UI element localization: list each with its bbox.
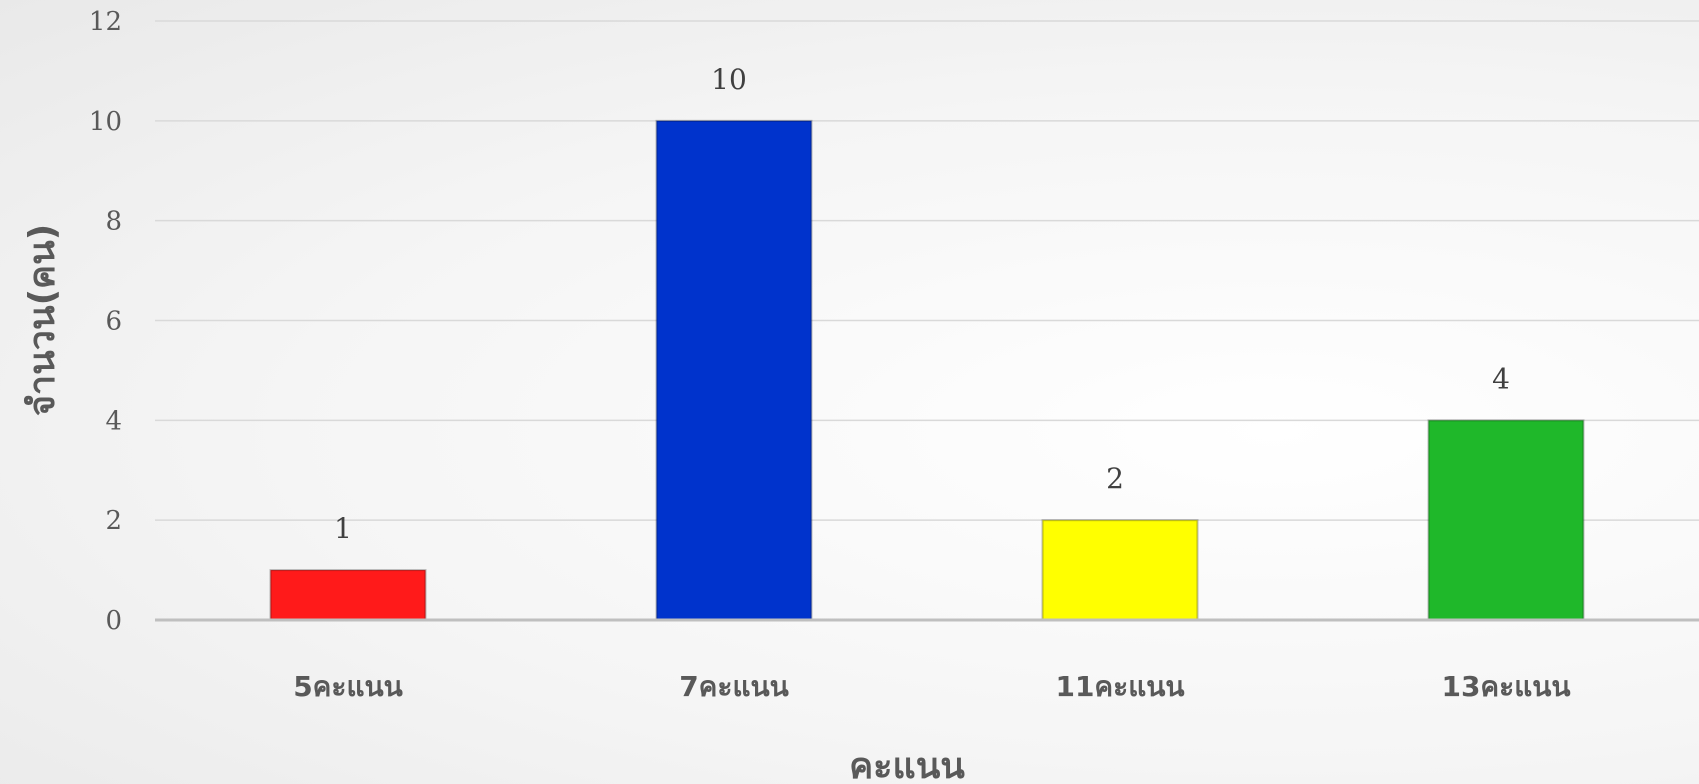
x-axis-categories: 5คะแนน 7คะแนน 11คะแนน 13คะแนน [293, 670, 1570, 703]
y-tick-label: 10 [89, 107, 122, 137]
y-tick-label: 2 [105, 506, 122, 536]
x-category-label: 11คะแนน [1055, 670, 1184, 703]
y-axis-title: จำนวน(คน) [22, 224, 63, 416]
x-category-label: 5คะแนน [293, 670, 403, 703]
x-category-label: 7คะแนน [679, 670, 789, 703]
data-labels: 1 10 2 4 [334, 63, 1510, 545]
bar-3 [1041, 519, 1199, 622]
x-axis-title: คะแนน [849, 746, 965, 784]
y-tick-label: 12 [89, 7, 122, 37]
data-label: 4 [1492, 362, 1510, 395]
x-category-label: 13คะแนน [1441, 670, 1570, 703]
y-tick-label: 0 [105, 606, 122, 636]
bars [269, 119, 1585, 622]
y-tick-label: 6 [105, 307, 122, 337]
bar-4 [1427, 419, 1585, 622]
y-tick-label: 8 [105, 207, 122, 237]
bar-2 [655, 119, 813, 621]
y-axis-ticks: 0 2 4 6 8 10 12 [89, 7, 122, 636]
y-tick-label: 4 [105, 406, 122, 436]
data-label: 10 [711, 63, 747, 96]
data-label: 2 [1106, 462, 1124, 495]
data-label: 1 [334, 512, 352, 545]
bar-1 [269, 569, 427, 621]
